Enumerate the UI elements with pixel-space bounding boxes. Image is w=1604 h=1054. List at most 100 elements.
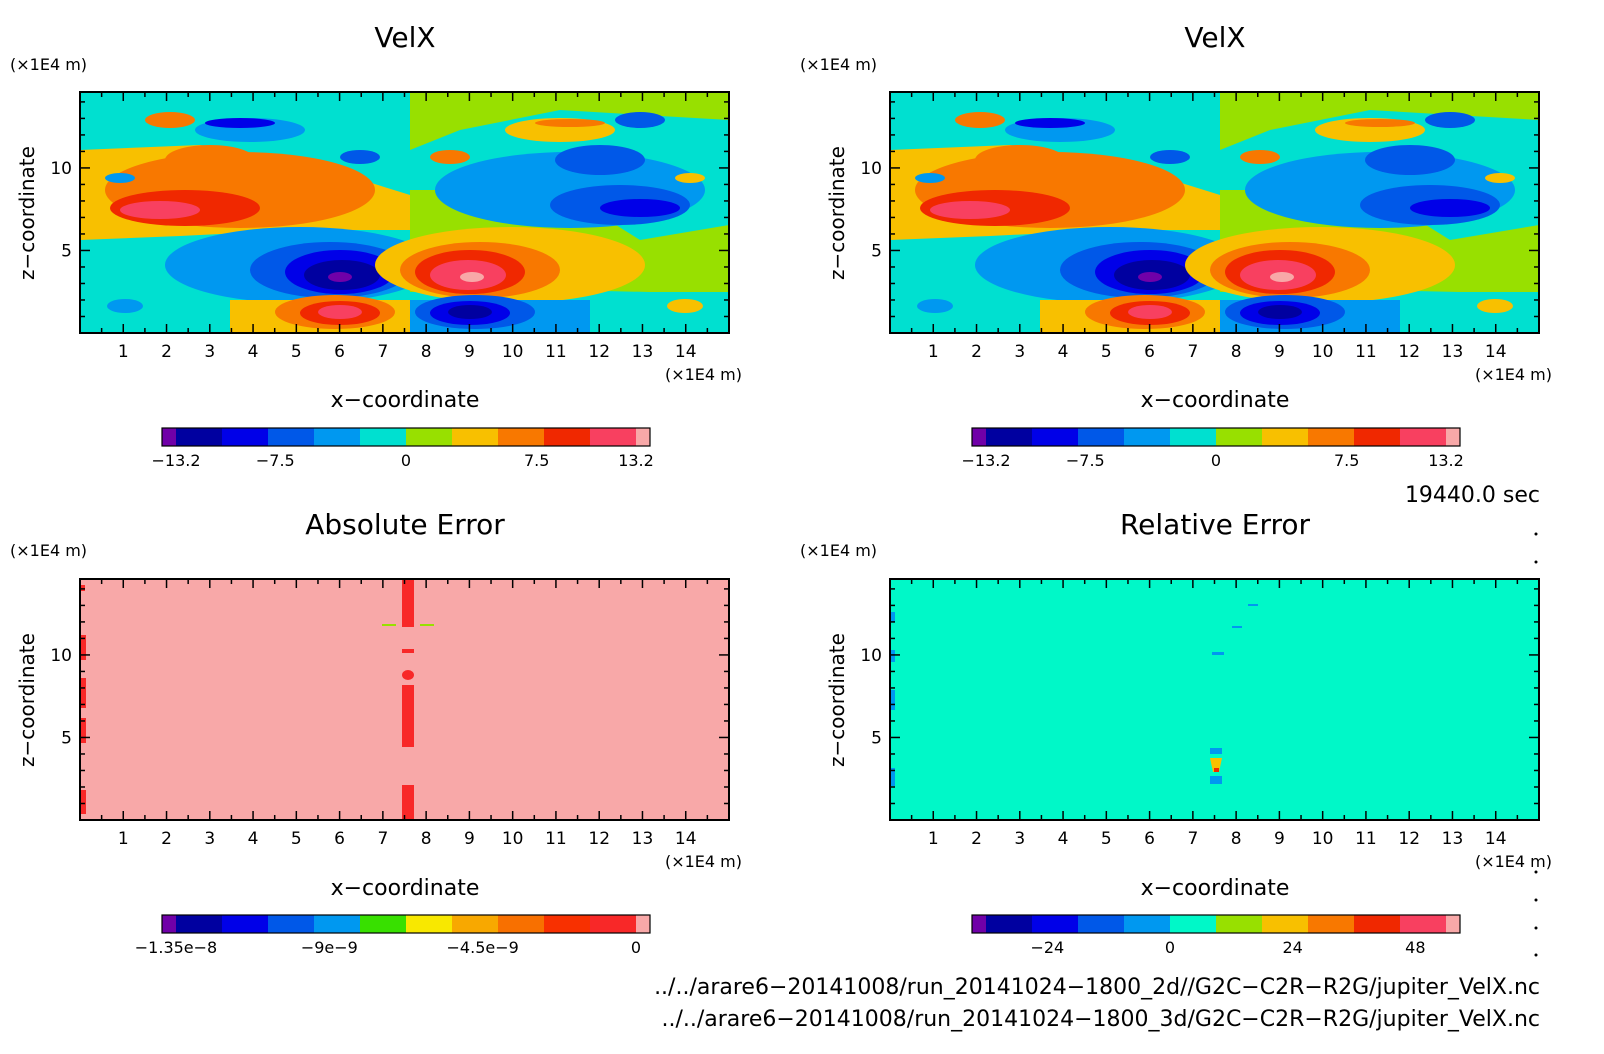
x-tick-label: 10 [1312,829,1334,849]
y-ticks: 5 10 [860,101,1539,318]
colorbar-segment [544,428,591,446]
stray-dots [1534,532,1538,957]
colorbar-segment [314,428,361,446]
colorbar-segment [590,915,637,933]
colorbar-tick-label: 48 [1405,938,1425,957]
colorbar-segment [176,428,223,446]
colorbar-segment [498,915,545,933]
y-unit-label: (×1E4 m) [800,55,877,74]
x-tick-label: 7 [377,342,388,362]
x-tick-label: 14 [675,342,697,362]
colorbar-segment [1032,428,1079,446]
x-unit-label: (×1E4 m) [1475,365,1552,384]
colorbar-segment [636,915,651,933]
x-tick-label: 3 [204,342,215,362]
y-tick-label: 5 [871,728,882,748]
y-ticks: 5 10 [860,588,1539,805]
colorbar-tick-label: −4.5e−9 [447,938,519,957]
colorbar-segment [222,915,269,933]
x-tick-label: 2 [161,342,172,362]
colorbar-segment [452,428,499,446]
panel-title: VelX [1184,21,1245,54]
colorbar-segment [406,428,453,446]
x-tick-label: 7 [1187,342,1198,362]
colorbar-tick-label: −7.5 [1066,451,1105,470]
colorbar-tick-label: −1.35e−8 [135,938,217,957]
x-tick-label: 9 [1274,829,1285,849]
x-tick-label: 6 [334,342,345,362]
x-tick-label: 4 [1058,342,1069,362]
x-tick-label: 4 [1058,829,1069,849]
x-tick-label: 10 [502,829,524,849]
x-tick-label: 12 [588,342,610,362]
x-tick-label: 1 [118,829,129,849]
x-tick-label: 5 [1101,342,1112,362]
colorbar-segment [452,915,499,933]
panel-velx-left: VelX (×1E4 m) z−coordinate [10,21,742,470]
colorbar-segment [1262,428,1309,446]
y-ticks: 5 10 [50,588,729,805]
colorbar-segment [986,915,1033,933]
y-tick-label: 10 [860,646,882,666]
panel-title: Relative Error [1120,508,1311,541]
x-tick-label: 5 [291,342,302,362]
colorbar: −13.2 −7.5 0 7.5 13.2 [961,427,1464,470]
colorbar-segment [972,915,987,933]
colorbar-segment [498,428,545,446]
colorbar-tick-label: −13.2 [151,451,200,470]
x-tick-label: 11 [545,829,567,849]
colorbar-segment [222,428,269,446]
colorbar-segment [1170,428,1217,446]
colorbar-segment [268,428,315,446]
colorbar-tick-label: 0 [401,451,411,470]
colorbar: −13.2 −7.5 0 7.5 13.2 [151,427,654,470]
y-unit-label: (×1E4 m) [10,541,87,560]
x-tick-label: 9 [1274,342,1285,362]
colorbar-tick-label: 7.5 [1334,451,1359,470]
colorbar-segment [162,915,177,933]
y-tick-label: 10 [50,646,72,666]
x-tick-label: 13 [1442,342,1464,362]
x-tick-label: 9 [464,829,475,849]
x-tick-label: 8 [1231,829,1242,849]
colorbar-segment [162,428,177,446]
x-tick-label: 14 [1485,342,1507,362]
x-tick-label: 8 [421,342,432,362]
x-tick-label: 6 [1144,829,1155,849]
x-axis-label: x−coordinate [331,876,480,901]
colorbar-segment [176,915,223,933]
contour-field [80,579,729,820]
colorbar: −24 0 24 48 [971,914,1461,957]
x-unit-label: (×1E4 m) [665,852,742,871]
colorbar-segment [972,428,987,446]
contour-field [890,92,1539,333]
colorbar-segment [268,915,315,933]
contour-field [80,92,729,333]
y-tick-label: 5 [871,241,882,261]
x-tick-label: 8 [1231,342,1242,362]
x-tick-label: 3 [1014,342,1025,362]
colorbar-tick-label: 7.5 [524,451,549,470]
contour-field [890,579,1539,820]
x-tick-label: 5 [291,829,302,849]
x-ticks: 1 2 3 4 5 6 7 8 9 10 11 12 13 14 [910,92,1519,362]
colorbar-segment [360,428,407,446]
colorbar-segment [1078,915,1125,933]
colorbar-segment [1124,915,1171,933]
colorbar-segment [1400,915,1447,933]
x-tick-label: 3 [1014,829,1025,849]
colorbar-tick-label: 24 [1282,938,1302,957]
x-tick-label: 1 [928,829,939,849]
colorbar-segment [544,915,591,933]
x-tick-label: 2 [971,829,982,849]
y-tick-label: 5 [61,728,72,748]
colorbar-tick-label: −13.2 [961,451,1010,470]
x-tick-label: 12 [588,829,610,849]
colorbar-tick-label: 0 [1165,938,1175,957]
x-tick-label: 11 [545,342,567,362]
colorbar-frame [161,914,651,934]
x-ticks: 1 2 3 4 5 6 7 8 9 10 11 12 13 14 [910,579,1519,849]
colorbar-segment [1354,428,1401,446]
x-tick-label: 7 [1187,829,1198,849]
